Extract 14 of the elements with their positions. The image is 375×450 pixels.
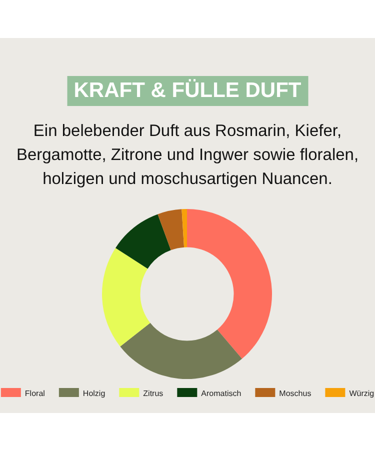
donut-slice <box>120 322 242 379</box>
legend-label: Holzig <box>82 389 106 398</box>
donut-slice <box>187 209 272 359</box>
donut-slice <box>158 209 184 250</box>
donut-slice <box>182 209 187 248</box>
donut-slice <box>116 214 171 269</box>
legend-label: Moschus <box>279 389 312 398</box>
chart-title: KRAFT & FÜLLE DUFT <box>66 76 308 106</box>
chart-subtitle: Ein belebender Duft aus Rosmarin, Kiefer, Bergamotte, Zitrone und Ingwer sowie floralen, holzigen und moschusartigen Nuancen. <box>15 121 360 190</box>
legend-label: Würzig <box>349 389 374 398</box>
legend-label: Zitrus <box>143 389 164 398</box>
legend-label: Floral <box>24 389 46 398</box>
donut-slice <box>102 248 150 347</box>
legend-label: Aromatisch <box>201 389 242 398</box>
